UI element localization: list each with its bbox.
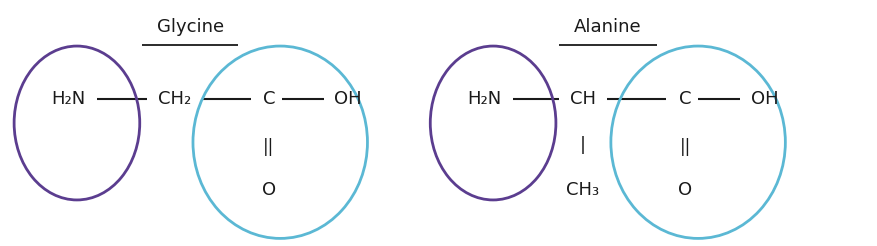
Text: Alanine: Alanine xyxy=(573,18,640,36)
Text: O: O xyxy=(261,181,275,199)
Text: H₂N: H₂N xyxy=(467,90,501,108)
Text: OH: OH xyxy=(750,90,777,108)
Text: ||: || xyxy=(263,138,275,156)
Text: ||: || xyxy=(679,138,690,156)
Text: H₂N: H₂N xyxy=(51,90,85,108)
Text: CH: CH xyxy=(569,90,595,108)
Text: Glycine: Glycine xyxy=(157,18,224,36)
Text: CH₃: CH₃ xyxy=(566,181,599,199)
Text: O: O xyxy=(677,181,691,199)
Text: C: C xyxy=(678,90,690,108)
Text: CH₂: CH₂ xyxy=(158,90,191,108)
Text: C: C xyxy=(262,90,275,108)
Text: |: | xyxy=(580,136,585,154)
Text: OH: OH xyxy=(333,90,360,108)
